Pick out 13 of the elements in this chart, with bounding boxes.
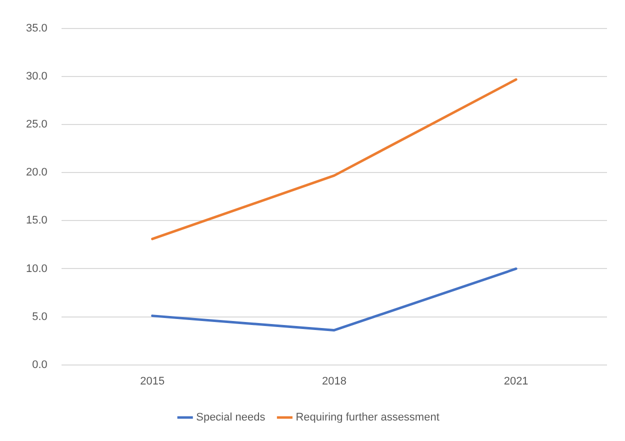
x-tick-label: 2018 xyxy=(322,375,346,388)
y-tick-label: 10.0 xyxy=(26,262,48,275)
y-tick-label: 5.0 xyxy=(32,310,48,323)
y-tick-label: 15.0 xyxy=(26,214,48,227)
legend-label: Special needs xyxy=(196,412,266,424)
y-tick-label: 35.0 xyxy=(26,22,48,35)
y-tick-label: 20.0 xyxy=(26,166,48,179)
legend-label: Requiring further assessment xyxy=(296,412,440,424)
x-tick-label: 2015 xyxy=(140,375,165,388)
y-tick-label: 25.0 xyxy=(26,118,48,131)
x-tick-label: 2021 xyxy=(504,375,528,388)
y-tick-label: 0.0 xyxy=(32,358,48,371)
y-tick-label: 30.0 xyxy=(26,70,48,83)
